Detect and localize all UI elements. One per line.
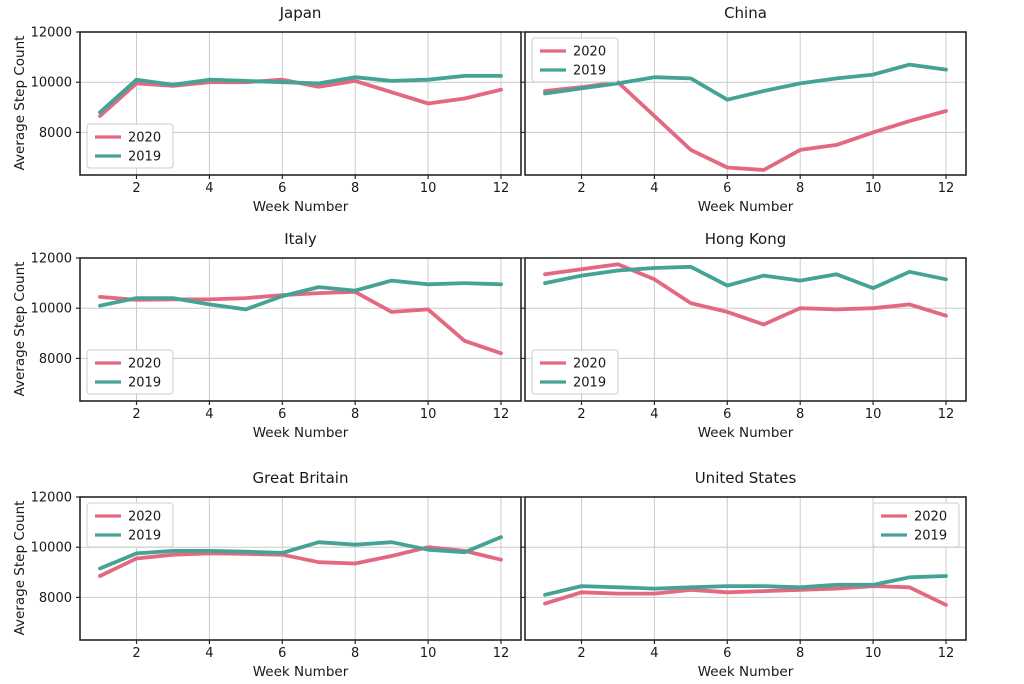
- svg-text:2: 2: [132, 181, 140, 196]
- svg-text:10000: 10000: [31, 302, 72, 317]
- svg-text:4: 4: [205, 646, 213, 661]
- svg-text:6: 6: [723, 646, 731, 661]
- subplot-great-britain: Great Britain 2 4 6 8 10 12 8000 10000 12000 2020…: [31, 469, 522, 680]
- svg-text:2020: 2020: [128, 357, 161, 372]
- subplot-italy: Italy 2 4 6 8 10 12 8000 10000 12000 2020 2019 Wee…: [31, 230, 522, 441]
- x-axis-label-japan: Week Number: [252, 199, 349, 215]
- plot-area-japan: 2 4 6 8 10 12 8000 10000 12000 2020 2019: [31, 26, 522, 196]
- svg-text:12: 12: [493, 181, 510, 196]
- svg-text:8: 8: [796, 181, 804, 196]
- svg-text:8: 8: [351, 646, 359, 661]
- svg-text:6: 6: [278, 181, 286, 196]
- chart-title-hong-kong: Hong Kong: [704, 230, 787, 248]
- svg-text:2020: 2020: [573, 45, 606, 60]
- svg-text:2: 2: [132, 407, 140, 422]
- chart-title-china: China: [724, 4, 767, 22]
- svg-text:10: 10: [865, 646, 882, 661]
- plot-area-italy: 2 4 6 8 10 12 8000 10000 12000 2020 2019: [31, 252, 522, 422]
- svg-text:2019: 2019: [914, 529, 947, 544]
- svg-text:8000: 8000: [39, 126, 72, 141]
- x-axis-label-italy: Week Number: [252, 425, 349, 441]
- y-axis-label-row2: Average Step Count: [12, 261, 28, 397]
- svg-text:8000: 8000: [39, 591, 72, 606]
- svg-text:2019: 2019: [128, 529, 161, 544]
- x-axis-label-china: Week Number: [697, 199, 794, 215]
- plot-area-china: 2 4 6 8 10 12 2020 2019: [521, 31, 967, 196]
- svg-text:2020: 2020: [128, 131, 161, 146]
- subplot-hong-kong: Hong Kong 2 4 6 8 10 12 2020 2019 Week Number: [521, 230, 967, 441]
- svg-text:6: 6: [723, 407, 731, 422]
- chart-title-japan: Japan: [279, 4, 322, 22]
- svg-text:12: 12: [493, 646, 510, 661]
- svg-text:4: 4: [205, 407, 213, 422]
- svg-text:8: 8: [796, 407, 804, 422]
- svg-text:2020: 2020: [914, 510, 947, 525]
- svg-text:10: 10: [420, 407, 437, 422]
- svg-text:2: 2: [577, 646, 585, 661]
- svg-text:12000: 12000: [31, 491, 72, 506]
- plot-area-united-states: 2 4 6 8 10 12 2020 2019: [521, 496, 967, 661]
- svg-text:4: 4: [650, 181, 658, 196]
- svg-text:8000: 8000: [39, 352, 72, 367]
- svg-text:10: 10: [420, 181, 437, 196]
- subplot-japan: Japan 2 4 6 8 10 12 8000 10000 12000 2020 2019 Wee…: [31, 4, 522, 215]
- x-axis-label-great-britain: Week Number: [252, 664, 349, 680]
- svg-text:2020: 2020: [573, 357, 606, 372]
- svg-text:12: 12: [493, 407, 510, 422]
- svg-text:2: 2: [577, 407, 585, 422]
- svg-text:10: 10: [420, 646, 437, 661]
- chart-title-great-britain: Great Britain: [252, 469, 349, 487]
- svg-text:12000: 12000: [31, 252, 72, 267]
- x-axis-label-united-states: Week Number: [697, 664, 794, 680]
- svg-text:4: 4: [205, 181, 213, 196]
- y-axis-label-row3: Average Step Count: [12, 500, 28, 636]
- svg-text:4: 4: [650, 407, 658, 422]
- svg-text:12: 12: [938, 646, 955, 661]
- svg-text:12000: 12000: [31, 26, 72, 41]
- svg-text:2: 2: [577, 181, 585, 196]
- svg-text:2019: 2019: [573, 64, 606, 79]
- svg-text:2019: 2019: [128, 150, 161, 165]
- svg-text:6: 6: [723, 181, 731, 196]
- svg-text:10000: 10000: [31, 76, 72, 91]
- svg-text:2019: 2019: [573, 376, 606, 391]
- svg-text:8: 8: [351, 181, 359, 196]
- subplot-china: China 2 4 6 8 10 12 2020 2019 Week Number: [521, 4, 967, 215]
- svg-text:10000: 10000: [31, 541, 72, 556]
- svg-text:2019: 2019: [128, 376, 161, 391]
- svg-text:6: 6: [278, 646, 286, 661]
- svg-text:10: 10: [865, 407, 882, 422]
- svg-text:10: 10: [865, 181, 882, 196]
- svg-text:2: 2: [132, 646, 140, 661]
- chart-title-italy: Italy: [284, 230, 317, 248]
- chart-title-united-states: United States: [694, 469, 797, 487]
- svg-text:12: 12: [938, 181, 955, 196]
- subplot-united-states: United States 2 4 6 8 10 12 2020 2019 Week Numb…: [521, 469, 967, 680]
- plot-area-hong-kong: 2 4 6 8 10 12 2020 2019: [521, 257, 967, 422]
- x-axis-label-hong-kong: Week Number: [697, 425, 794, 441]
- svg-text:8: 8: [796, 646, 804, 661]
- y-axis-label-row1: Average Step Count: [12, 35, 28, 171]
- svg-text:12: 12: [938, 407, 955, 422]
- svg-text:4: 4: [650, 646, 658, 661]
- svg-text:6: 6: [278, 407, 286, 422]
- plot-area-great-britain: 2 4 6 8 10 12 8000 10000 12000 2020 2019: [31, 491, 522, 661]
- svg-text:2020: 2020: [128, 510, 161, 525]
- svg-text:8: 8: [351, 407, 359, 422]
